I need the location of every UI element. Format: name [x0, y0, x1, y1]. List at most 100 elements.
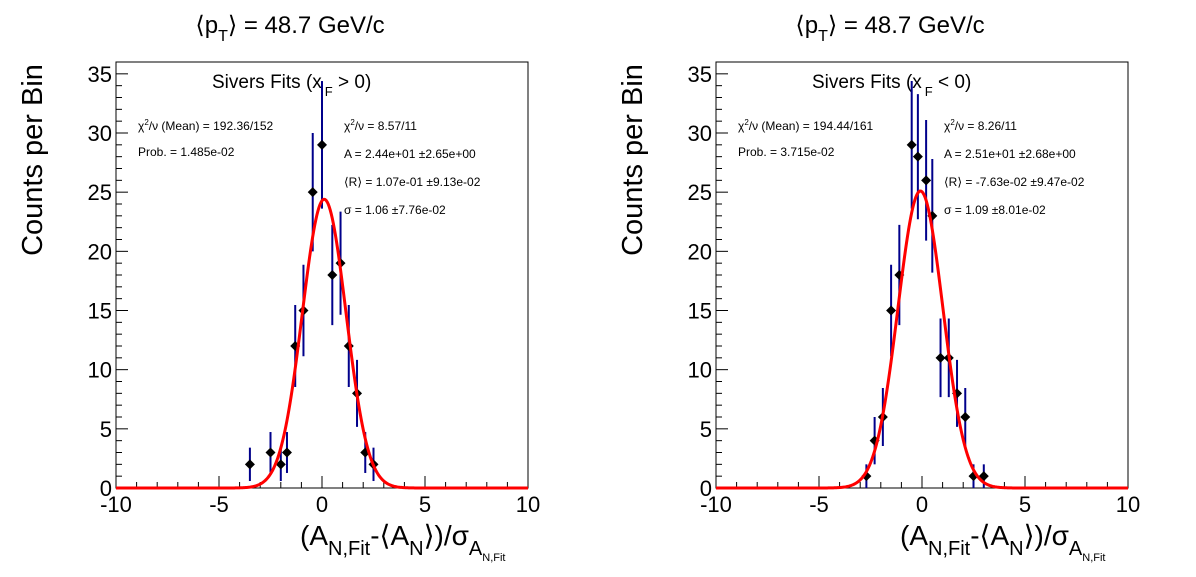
data-marker — [307, 187, 318, 198]
fit-title-prefix: Sivers Fits (x — [812, 72, 922, 93]
chart-title-sub: T — [818, 28, 828, 45]
stats-left-line-post: /ν (Mean) = 194.44/161 — [749, 119, 874, 133]
y-axis-label: Counts per Bin — [17, 64, 49, 256]
data-marker — [317, 139, 327, 150]
data-marker — [275, 459, 286, 470]
y-axis: 0 5 10 15 20 25 30 35 — [688, 61, 728, 501]
data-marker — [935, 352, 946, 363]
x-tick-label: 5 — [1019, 492, 1031, 517]
chart-title-prefix: ⟨p — [795, 12, 818, 39]
chart-title-suffix: ⟩ = 48.7 GeV/c — [228, 12, 385, 39]
chart-title: ⟨pT⟩ = 48.7 GeV/c — [795, 12, 984, 45]
stats-left-line: Prob. = 1.485e-02 — [138, 145, 235, 159]
stats-right-line: A = 2.51e+01 ±2.68e+00 — [944, 147, 1076, 161]
data-marker — [960, 412, 971, 422]
x-axis-label: (AN,Fit-⟨AN⟩)/σAN,Fit — [300, 520, 506, 564]
chart-title-suffix: ⟩ = 48.7 GeV/c — [828, 12, 985, 39]
y-tick-label: 15 — [688, 299, 712, 324]
x-tick-label: -10 — [700, 492, 732, 517]
data-marker — [244, 459, 255, 470]
x-label-sub: A — [469, 538, 483, 560]
chart-title: ⟨pT⟩ = 48.7 GeV/c — [195, 12, 384, 45]
y-axis-label: Counts per Bin — [617, 64, 649, 256]
stats-left-line-text: χ — [138, 119, 145, 133]
stats-right-line-text: χ — [944, 119, 951, 133]
x-tick-label: -10 — [100, 492, 132, 517]
stats-right-line: χ2/ν = 8.57/11 — [344, 118, 417, 133]
y-tick-label: 0 — [700, 476, 712, 501]
fit-title-prefix: Sivers Fits (x — [212, 72, 322, 93]
stats-right-line-sup: 2 — [350, 118, 355, 127]
x-axis: -10 -5 0 5 10 — [100, 476, 540, 517]
stats-left-line-sup: 2 — [744, 118, 749, 127]
y-tick-label: 35 — [688, 62, 712, 87]
stats-right-line-post: /ν = 8.57/11 — [355, 119, 417, 133]
x-tick-label: 0 — [316, 492, 328, 517]
stats-left-line: Prob. = 3.715e-02 — [738, 145, 835, 159]
x-tick-label: 0 — [916, 492, 928, 517]
chart-title-sub: T — [218, 28, 228, 45]
stats-left-line: χ2/ν (Mean) = 194.44/161 — [738, 118, 874, 133]
stats-right-line: χ2/ν = 8.26/11 — [944, 118, 1017, 133]
x-label-subsub: N,Fit — [482, 552, 505, 564]
data-marker — [921, 175, 932, 186]
stats-right-line-text: A = 2.51e+01 ±2.68e+00 — [944, 147, 1076, 161]
x-label-sub: A — [1069, 538, 1083, 560]
chart-title-prefix: ⟨p — [195, 12, 218, 39]
x-tick-label: 10 — [1116, 492, 1140, 517]
stats-right-line: σ = 1.09 ±8.01e-02 — [944, 203, 1046, 217]
y-axis: 0 5 10 15 20 25 30 35 — [88, 61, 128, 501]
stats-right-line-text: ⟨R⟩ = 1.07e-01 ±9.13e-02 — [344, 175, 481, 189]
y-tick-label: 10 — [88, 358, 112, 383]
y-tick-label: 10 — [688, 358, 712, 383]
x-label-sub: N — [409, 538, 423, 560]
x-label-sub: N,Fit — [928, 538, 971, 560]
x-label-part: -⟨A — [970, 520, 1009, 551]
stats-right-line-text: A = 2.44e+01 ±2.65e+00 — [344, 147, 476, 161]
stats-left-line-text: Prob. = 1.485e-02 — [138, 145, 235, 159]
x-tick-label: 5 — [419, 492, 431, 517]
fit-title-sub: F — [925, 84, 933, 99]
y-tick-label: 0 — [100, 476, 112, 501]
data-marker — [265, 447, 276, 458]
data-marker — [912, 151, 923, 162]
x-label-sub: N — [1009, 538, 1023, 560]
stats-left-line-text: χ — [738, 119, 745, 133]
y-tick-label: 25 — [88, 180, 112, 205]
y-tick-label: 5 — [700, 417, 712, 442]
stats-right-line-text: ⟨R⟩ = -7.63e-02 ±9.47e-02 — [944, 175, 1085, 189]
stats-right-line: σ = 1.06 ±7.76e-02 — [344, 203, 446, 217]
x-label-part: ⟩)/σ — [424, 520, 469, 551]
y-tick-label: 30 — [688, 121, 712, 146]
x-label-part: ⟩)/σ — [1024, 520, 1069, 551]
data-marker — [906, 139, 917, 150]
data-marker — [327, 270, 338, 280]
stats-right-line-text: σ = 1.06 ±7.76e-02 — [344, 203, 446, 217]
fit-title-sub: F — [325, 84, 333, 99]
data-points — [244, 81, 379, 482]
stats-right-line-post: /ν = 8.26/11 — [955, 119, 1017, 133]
y-tick-label: 35 — [88, 62, 112, 87]
stats-right-line-sup: 2 — [950, 118, 955, 127]
stats-left-line-post: /ν (Mean) = 192.36/152 — [149, 119, 274, 133]
data-points — [861, 81, 989, 488]
x-label-subsub: N,Fit — [1082, 552, 1105, 564]
stats-right-line: ⟨R⟩ = -7.63e-02 ±9.47e-02 — [944, 175, 1085, 189]
fit-title-suffix: < 0) — [933, 72, 972, 93]
x-label-part: (A — [300, 520, 328, 551]
y-tick-label: 15 — [88, 299, 112, 324]
stats-right-line: A = 2.44e+01 ±2.65e+00 — [344, 147, 476, 161]
fit-curve — [716, 189, 1128, 490]
fit-title: Sivers Fits (x F < 0) — [812, 72, 971, 99]
y-tick-label: 20 — [688, 239, 712, 264]
stats-right-line: ⟨R⟩ = 1.07e-01 ±9.13e-02 — [344, 175, 481, 189]
data-marker — [281, 447, 292, 458]
y-tick-label: 5 — [100, 417, 112, 442]
fit-title-suffix: > 0) — [333, 72, 372, 93]
stats-right-line-text: σ = 1.09 ±8.01e-02 — [944, 203, 1046, 217]
x-label-part: (A — [900, 520, 928, 551]
